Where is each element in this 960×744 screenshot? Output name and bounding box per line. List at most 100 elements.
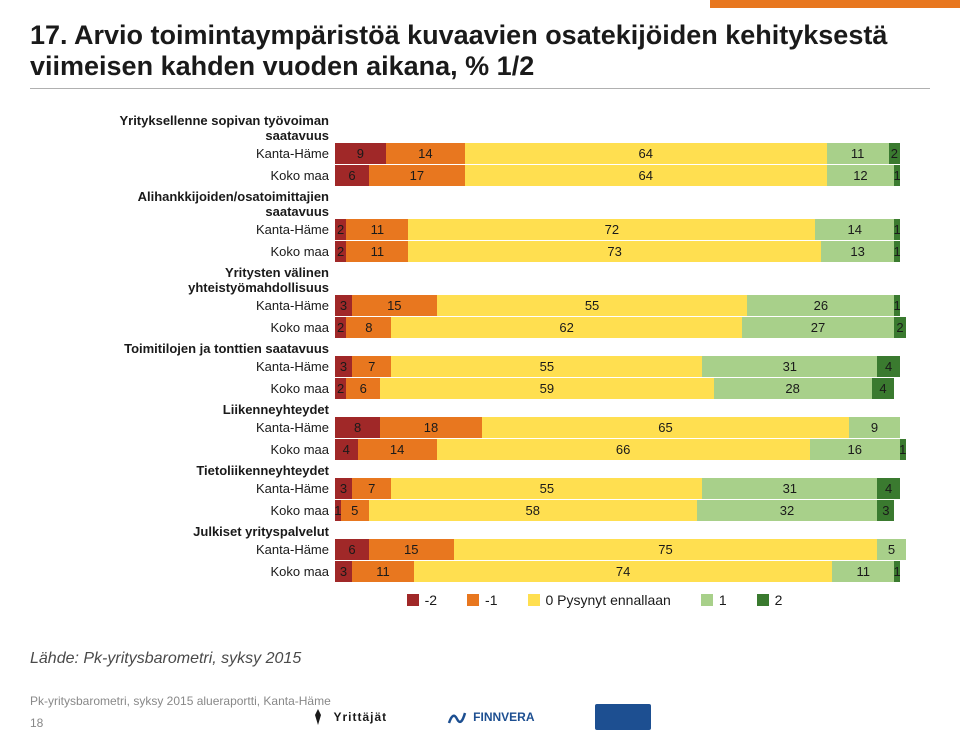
- chart-row: Koko maa31174111: [84, 561, 900, 582]
- bar-segment: 1: [894, 295, 900, 316]
- footer-logos: Yrittäjät FINNVERA: [0, 704, 960, 730]
- chart-row: Kanta-Häme21172141: [84, 219, 900, 240]
- bar-segment: 72: [408, 219, 815, 240]
- bar-segment: 3: [335, 561, 352, 582]
- group-label: Liikenneyhteydet: [84, 402, 335, 417]
- chart-row: Kanta-Häme31555261: [84, 295, 900, 316]
- row-label: Koko maa: [84, 381, 335, 396]
- legend-item: -2: [407, 592, 437, 608]
- bar-segment: 16: [810, 439, 900, 460]
- bar-segment: 11: [346, 219, 408, 240]
- bar-plot: 31174111: [335, 561, 900, 582]
- source-line: Lähde: Pk-yritysbarometri, syksy 2015: [30, 650, 930, 668]
- legend-label: 2: [775, 592, 783, 608]
- bar-plot: 615755: [335, 539, 900, 560]
- bar-segment: 4: [877, 356, 900, 377]
- bar-segment: 14: [815, 219, 894, 240]
- chart-row: Kanta-Häme3755314: [84, 356, 900, 377]
- bar-segment: 5: [877, 539, 905, 560]
- group-label: Alihankkijoiden/osatoimittajien saatavuu…: [84, 189, 335, 219]
- bar-segment: 4: [872, 378, 895, 399]
- bar-segment: 3: [335, 295, 352, 316]
- legend-swatch: [757, 594, 769, 606]
- bar-segment: 1: [894, 219, 900, 240]
- bar-segment: 55: [437, 295, 748, 316]
- row-label: Koko maa: [84, 168, 335, 183]
- bar-segment: 12: [827, 165, 895, 186]
- stacked-bar-chart: Yrityksellenne sopivan työvoiman saatavu…: [84, 111, 900, 582]
- bar-segment: 4: [877, 478, 900, 499]
- legend-item: 2: [757, 592, 783, 608]
- bar-segment: 55: [391, 356, 702, 377]
- bar-plot: 61764121: [335, 165, 900, 186]
- logo-yrittajat-text: Yrittäjät: [333, 710, 387, 724]
- logo-yrittajat: Yrittäjät: [309, 708, 387, 726]
- logo-finnvera-text: FINNVERA: [473, 710, 534, 724]
- group-label: Julkiset yrityspalvelut: [84, 524, 335, 539]
- bar-segment: 31: [702, 356, 877, 377]
- row-label: Kanta-Häme: [84, 359, 335, 374]
- bar-segment: 64: [465, 143, 827, 164]
- chart-row: Kanta-Häme91464112: [84, 143, 900, 164]
- row-label: Koko maa: [84, 244, 335, 259]
- chart-row: Koko maa2862272: [84, 317, 900, 338]
- bar-segment: 2: [894, 317, 905, 338]
- group-label: Yritysten välinen yhteistyömahdollisuus: [84, 265, 335, 295]
- bar-plot: 3755314: [335, 356, 900, 377]
- bar-segment: 9: [849, 417, 900, 438]
- legend-item: -1: [467, 592, 497, 608]
- legend-swatch: [528, 594, 540, 606]
- row-label: Koko maa: [84, 320, 335, 335]
- bar-segment: 7: [352, 478, 392, 499]
- legend-item: 1: [701, 592, 727, 608]
- chart-row: Koko maa2659284: [84, 378, 900, 399]
- bar-segment: 11: [832, 561, 894, 582]
- title-rule: [30, 88, 930, 89]
- bar-segment: 14: [386, 143, 465, 164]
- bar-plot: 3755314: [335, 478, 900, 499]
- chart-row: Koko maa1558323: [84, 500, 900, 521]
- bar-segment: 15: [369, 539, 454, 560]
- bar-segment: 58: [369, 500, 697, 521]
- bar-segment: 11: [827, 143, 889, 164]
- legend-label: 0 Pysynyt ennallaan: [546, 592, 671, 608]
- bar-segment: 64: [465, 165, 827, 186]
- bar-segment: 8: [335, 417, 380, 438]
- finnvera-icon: [447, 709, 467, 725]
- bar-segment: 3: [877, 500, 894, 521]
- legend-item: 0 Pysynyt ennallaan: [528, 592, 671, 608]
- bar-plot: 1558323: [335, 500, 900, 521]
- bar-segment: 14: [358, 439, 437, 460]
- bar-segment: 8: [346, 317, 391, 338]
- group-label: Tietoliikenneyhteydet: [84, 463, 335, 478]
- bar-segment: 7: [352, 356, 392, 377]
- logo-finnvera: FINNVERA: [447, 709, 534, 725]
- row-label: Kanta-Häme: [84, 146, 335, 161]
- row-label: Kanta-Häme: [84, 542, 335, 557]
- yrittajat-icon: [309, 708, 327, 726]
- bar-segment: 75: [454, 539, 878, 560]
- group-label: Toimitilojen ja tonttien saatavuus: [84, 341, 335, 356]
- bar-segment: 9: [335, 143, 386, 164]
- legend-label: -2: [425, 592, 437, 608]
- legend-label: 1: [719, 592, 727, 608]
- chart-row: Koko maa61764121: [84, 165, 900, 186]
- bar-segment: 3: [335, 478, 352, 499]
- row-label: Koko maa: [84, 442, 335, 457]
- bar-segment: 55: [391, 478, 702, 499]
- legend-swatch: [701, 594, 713, 606]
- bar-segment: 26: [747, 295, 894, 316]
- chart-row: Kanta-Häme615755: [84, 539, 900, 560]
- bar-segment: 2: [335, 241, 346, 262]
- bar-segment: 73: [408, 241, 820, 262]
- bar-segment: 2: [335, 378, 346, 399]
- bar-plot: 21173131: [335, 241, 900, 262]
- bar-segment: 65: [482, 417, 849, 438]
- bar-segment: 1: [894, 165, 900, 186]
- row-label: Kanta-Häme: [84, 222, 335, 237]
- bar-segment: 13: [821, 241, 894, 262]
- bar-segment: 27: [742, 317, 895, 338]
- bar-segment: 11: [352, 561, 414, 582]
- bar-segment: 18: [380, 417, 482, 438]
- bar-plot: 2659284: [335, 378, 900, 399]
